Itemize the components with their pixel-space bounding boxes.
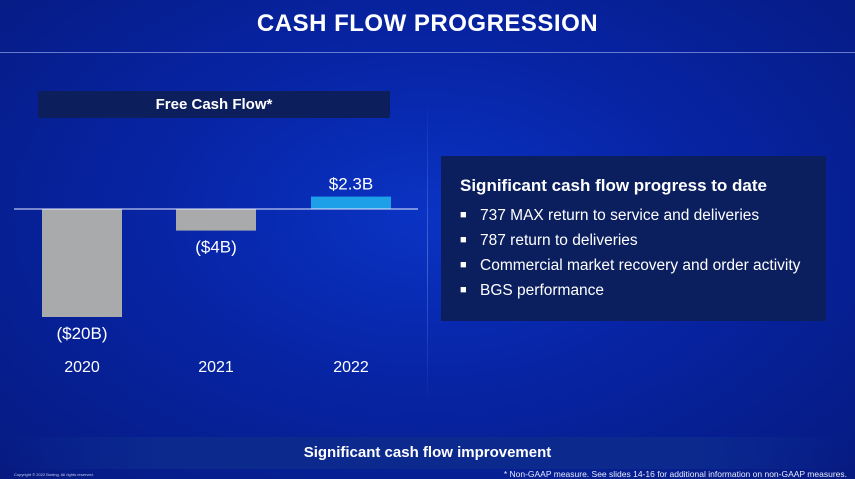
bullet-icon: ■	[460, 234, 467, 246]
chart-title: Free Cash Flow*	[38, 91, 390, 118]
info-bullet: ■ 787 return to deliveries	[460, 230, 826, 255]
data-label-2020: ($20B)	[56, 324, 107, 343]
bottom-banner: Significant cash flow improvement	[0, 437, 855, 469]
chart-svg: ($20B) 2020 ($4B) 2021 $2.3B 2022	[14, 175, 418, 376]
bullet-icon: ■	[460, 284, 467, 296]
info-bullet: ■ Commercial market recovery and order ac…	[460, 255, 826, 280]
bar-2022	[311, 196, 391, 209]
info-bullet: ■ BGS performance	[460, 280, 826, 305]
free-cash-flow-chart: ($20B) 2020 ($4B) 2021 $2.3B 2022	[0, 160, 430, 395]
category-label-2021: 2021	[198, 359, 234, 376]
info-bullet: ■ 737 MAX return to service and deliverie…	[460, 205, 826, 230]
vertical-divider	[427, 100, 428, 405]
data-label-2021: ($4B)	[195, 238, 237, 257]
info-list: ■ 737 MAX return to service and deliverie…	[460, 205, 826, 305]
footnote: * Non-GAAP measure. See slides 14-16 for…	[503, 469, 847, 479]
data-label-2022: $2.3B	[329, 175, 373, 194]
info-heading: Significant cash flow progress to date	[460, 176, 767, 195]
bullet-text: BGS performance	[480, 282, 605, 299]
bullet-icon: ■	[460, 259, 467, 271]
bar-2020	[42, 209, 122, 317]
category-label-2020: 2020	[64, 359, 100, 376]
bullet-text: 787 return to deliveries	[480, 232, 638, 249]
bullet-text: Commercial market recovery and order act…	[480, 257, 801, 274]
bullet-icon: ■	[460, 209, 467, 221]
copyright-text: Copyright © 2022 Boeing. All rights rese…	[14, 472, 94, 477]
info-box: Significant cash flow progress to date ■…	[441, 156, 826, 321]
bullet-text: 737 MAX return to service and deliveries	[480, 207, 760, 224]
title-divider	[0, 52, 855, 53]
slide-title: CASH FLOW PROGRESSION	[256, 10, 599, 37]
category-label-2022: 2022	[333, 359, 369, 376]
bar-2021	[176, 209, 256, 231]
